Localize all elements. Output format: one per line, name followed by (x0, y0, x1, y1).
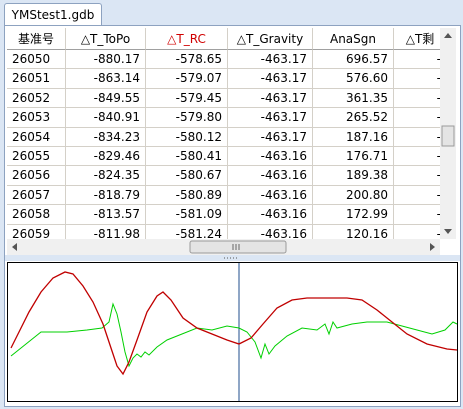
table-cell: - (394, 225, 440, 239)
green-curve (10, 302, 458, 368)
table-cell: 172.99 (313, 205, 394, 225)
red-curve (10, 271, 458, 376)
table-cell: 189.38 (313, 166, 394, 186)
column-header: △T_ToPo (66, 28, 146, 50)
table-cell: -580.89 (146, 185, 228, 206)
column-header: △T剩 (394, 28, 440, 50)
table-cell: 696.57 (313, 50, 394, 70)
table-cell: - (394, 205, 440, 225)
table-cell: -811.98 (66, 224, 146, 239)
table-cell: 187.16 (313, 127, 394, 147)
column-header: △T_RC (146, 28, 228, 50)
table-cell: -463.17 (228, 88, 313, 109)
table-cell: 120.16 (313, 224, 394, 239)
table-cell: -579.80 (146, 108, 228, 128)
table-cell: -834.23 (66, 127, 146, 147)
table-cell: 26052 (7, 88, 66, 109)
table-cell: 26059 (7, 224, 66, 239)
table-cell: -463.16 (228, 205, 313, 225)
table-cell: - (394, 69, 440, 89)
table-cell: -580.67 (146, 166, 228, 186)
table-cell: -578.65 (146, 50, 228, 70)
table-cell: -829.46 (66, 147, 146, 167)
profile-chart (7, 262, 458, 402)
table-cell: 576.60 (313, 69, 394, 89)
panel: 基准号 △T_ToPo △T_RC △T_Gravity AnaSgn △T剩 26050-… (4, 25, 461, 407)
document-tab[interactable]: YMStest1.gdb (4, 3, 102, 26)
table-cell: -463.17 (228, 50, 313, 70)
splitter[interactable] (5, 255, 460, 261)
column-header: △T_Gravity (228, 28, 313, 50)
table-cell: - (394, 50, 440, 70)
table-cell: 176.71 (313, 147, 394, 167)
table-cell: 26050 (7, 50, 66, 70)
table-cell: 26054 (7, 127, 66, 147)
table-cell: -579.07 (146, 69, 228, 89)
table-cell: -463.16 (228, 185, 313, 206)
table-cell: -818.79 (66, 185, 146, 206)
table-cell: 265.52 (313, 108, 394, 128)
table-cell: -824.35 (66, 166, 146, 186)
table-cell: -863.14 (66, 69, 146, 89)
table-cell: 26058 (7, 205, 66, 225)
table-cell: 26053 (7, 108, 66, 128)
table-cell: - (394, 128, 440, 147)
table-cell: - (394, 147, 440, 167)
table-cell: 26055 (7, 147, 66, 167)
table-cell: -463.17 (228, 108, 313, 128)
data-table: 基准号 △T_ToPo △T_RC △T_Gravity AnaSgn △T剩 26050-… (7, 28, 440, 239)
table-cell: -581.24 (146, 224, 228, 239)
table-cell: -581.09 (146, 205, 228, 225)
table-cell: 361.35 (313, 88, 394, 109)
table-cell: - (394, 166, 440, 186)
vertical-scrollbar[interactable] (440, 28, 456, 239)
table-cell: -580.41 (146, 147, 228, 167)
table-cell: -463.17 (228, 69, 313, 89)
table-cell: 200.80 (313, 185, 394, 206)
table-cell: 26057 (7, 185, 66, 206)
horizontal-scrollbar[interactable] (7, 239, 440, 255)
table-cell: - (394, 186, 440, 206)
table-cell: - (394, 108, 440, 128)
table-cell: -463.16 (228, 147, 313, 167)
table-cell: -813.57 (66, 205, 146, 225)
table-cell: - (394, 89, 440, 109)
table-cell: -463.16 (228, 166, 313, 186)
column-header: AnaSgn (313, 28, 394, 50)
table-cell: -580.12 (146, 127, 228, 147)
table-cell: 26051 (7, 69, 66, 89)
table-cell: 26056 (7, 166, 66, 186)
table-cell: -840.91 (66, 108, 146, 128)
table-cell: -463.17 (228, 127, 313, 147)
column-header: 基准号 (7, 28, 66, 50)
table-cell: -849.55 (66, 88, 146, 109)
table-cell: -463.16 (228, 224, 313, 239)
table-cell: -880.17 (66, 50, 146, 70)
table-cell: -579.45 (146, 88, 228, 109)
